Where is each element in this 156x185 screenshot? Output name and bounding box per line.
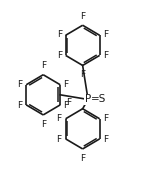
Text: F: F [57,51,62,60]
Text: F: F [56,114,61,123]
Text: F: F [80,12,85,21]
Text: F: F [103,31,108,39]
Text: F: F [41,120,46,129]
Text: F: F [57,31,62,39]
Text: F: F [80,154,85,163]
Text: F: F [66,98,71,107]
Text: F: F [56,135,61,144]
Text: P: P [85,95,91,105]
Text: F: F [104,114,109,123]
Text: F: F [17,101,22,110]
Text: F: F [17,80,22,89]
Text: F: F [63,101,68,110]
Text: F: F [80,70,85,79]
Text: F: F [63,80,68,89]
Text: F: F [103,51,108,60]
Text: =S: =S [91,95,107,105]
Text: F: F [41,61,46,70]
Text: F: F [104,135,109,144]
